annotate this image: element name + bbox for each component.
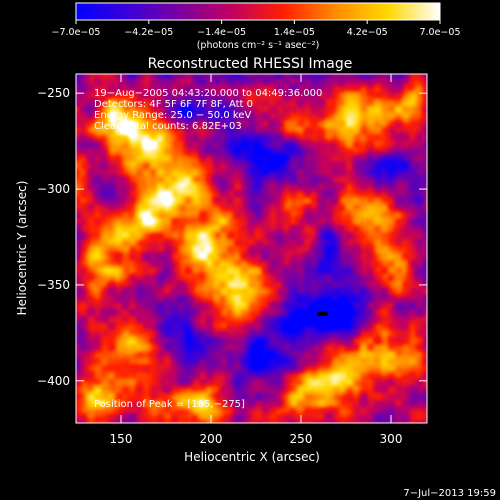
plot-frame	[75, 73, 428, 424]
x-tick-label: 200	[200, 432, 223, 446]
y-tick-label: −350	[37, 278, 70, 292]
y-tick-label: −250	[37, 86, 70, 100]
x-tick-label: 300	[380, 432, 403, 446]
chart-title: Reconstructed RHESSI Image	[148, 56, 353, 72]
y-tick-label: −300	[37, 182, 70, 196]
heatmap-image	[76, 74, 427, 423]
heatmap-image-holder	[76, 74, 427, 423]
annotation-block: 19−Aug−2005 04:43:20.000 to 04:49:36.000…	[94, 88, 322, 132]
colorbar-ticks: −7.0e−05 −4.2e−05 −1.4e−05 1.4e−05 4.2e−05 7.…	[52, 20, 461, 38]
peak-position-label: Position of Peak = [165,−275]	[94, 399, 245, 410]
colorbar-tick-label: 4.2e−05	[347, 27, 388, 38]
colorbar-tick-label: 1.4e−05	[274, 27, 315, 38]
colorbar-tick-label: 7.0e−05	[419, 27, 460, 38]
colorbar-tick-label: −4.2e−05	[124, 27, 173, 38]
footer-date: 7−Jul−2013 19:59	[403, 488, 496, 499]
colorbar-unit-label: (photons cm⁻² s⁻¹ asec⁻²)	[197, 40, 320, 51]
annotation-line: Energy Range: 25.0 − 50.0 keV	[94, 110, 251, 121]
colorbar-tick-label: −1.4e−05	[197, 27, 246, 38]
annotation-line: Clean Total counts: 6.82E+03	[94, 121, 242, 132]
colorbar-strip	[75, 2, 441, 21]
x-axis-label: Heliocentric X (arcsec)	[184, 450, 320, 464]
y-tick-label: −400	[37, 374, 70, 388]
x-tick-label: 250	[290, 432, 313, 446]
colorbar-tick-label: −7.0e−05	[52, 27, 101, 38]
x-axis: 150 200 250 300	[110, 74, 403, 446]
peak-marker	[317, 311, 328, 316]
annotation-line: Detectors: 4F 5F 6F 7F 8F, Att 0	[94, 99, 253, 110]
y-axis: −250 −300 −350 −400	[37, 86, 427, 388]
colorbar: −7.0e−05 −4.2e−05 −1.4e−05 1.4e−05 4.2e−05 7.…	[52, 2, 461, 51]
y-axis-label: Heliocentric Y (arcsec)	[15, 181, 29, 316]
x-tick-label: 150	[110, 432, 133, 446]
annotation-line: 19−Aug−2005 04:43:20.000 to 04:49:36.000	[94, 88, 322, 99]
